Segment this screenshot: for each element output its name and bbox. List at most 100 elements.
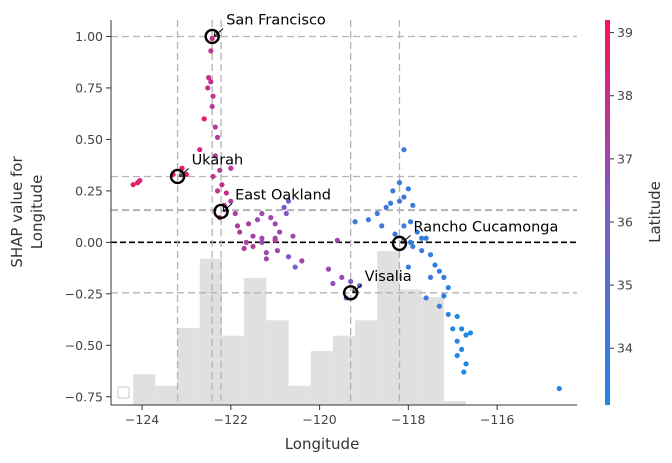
scatter-point	[228, 165, 234, 171]
highlight-ring	[169, 168, 186, 185]
scatter-point	[243, 239, 249, 245]
scatter-points	[130, 35, 562, 392]
scatter-point	[241, 245, 247, 252]
scatter-point	[454, 352, 460, 359]
scatter-point	[454, 313, 460, 320]
histogram-bar	[332, 335, 356, 405]
scatter-point	[467, 330, 474, 336]
scatter-point	[390, 188, 396, 194]
scatter-point	[250, 233, 256, 239]
scatter-point	[283, 210, 289, 217]
scatter-point	[348, 278, 354, 285]
scatter-point	[245, 221, 252, 227]
y-axis-title-line-2: Longitude	[28, 175, 46, 250]
colorbar-title-group: Latitude	[646, 181, 664, 243]
scatter-point	[441, 274, 447, 280]
scatter-point	[201, 116, 207, 122]
colorbar-ticks: 34 35 36 37 38 39	[610, 25, 633, 356]
scatter-point	[330, 280, 336, 287]
scatter-point	[436, 303, 443, 309]
scatter-point	[208, 48, 214, 54]
scatter-point	[210, 93, 216, 99]
scatter-point	[272, 221, 278, 227]
y-tick-label: 0.25	[75, 183, 103, 198]
scatter-point	[405, 186, 411, 192]
scatter-point	[259, 210, 265, 217]
scatter-point	[339, 274, 345, 280]
scatter-point	[419, 235, 425, 241]
scatter-point	[463, 332, 469, 338]
axes	[110, 20, 577, 406]
highlight-ring	[213, 203, 229, 220]
scatter-point	[392, 231, 398, 237]
scatter-point	[405, 264, 411, 270]
annotation-label: Rancho Cucamonga	[413, 219, 558, 235]
scatter-point	[388, 200, 394, 206]
histogram-bar	[244, 277, 267, 405]
scatter-point	[414, 229, 420, 235]
colorbar-tick-label: 35	[617, 278, 633, 293]
annotation-arrow	[180, 168, 189, 176]
histogram-bar	[399, 289, 422, 405]
x-tick-label: −122	[214, 412, 248, 427]
scatter-point	[401, 223, 407, 229]
scatter-point	[219, 182, 225, 188]
scatter-point	[206, 75, 212, 81]
scatter-point	[214, 188, 221, 194]
tick-labels: −124 −122 −120 −118 −116 −0.75 −0.50 −0.25 0.00 0…	[65, 29, 515, 427]
scatter-point	[209, 103, 215, 110]
scatter-point	[228, 198, 234, 204]
highlight-ring	[391, 235, 408, 252]
annotation-arrow	[353, 284, 362, 293]
scatter-point	[427, 252, 434, 258]
colorbar-title: Latitude	[646, 181, 664, 243]
scatter-point	[234, 223, 241, 229]
histogram-bar	[310, 351, 333, 405]
scatter-point	[263, 250, 269, 256]
legend-box	[117, 386, 130, 399]
scatter-point	[423, 295, 429, 301]
annotation-arrowhead	[222, 205, 230, 212]
y-tick-label: 0.00	[75, 235, 103, 250]
annotation-arrow	[223, 203, 233, 211]
histogram	[133, 251, 467, 405]
scatter-point	[459, 326, 465, 332]
scatter-point	[217, 167, 223, 173]
scatter-point	[210, 173, 216, 180]
annotation-label: Ukarah	[192, 152, 244, 168]
scatter-point	[290, 233, 296, 239]
scatter-point	[407, 239, 414, 245]
annotation-label: East Oakland	[235, 187, 331, 203]
scatter-point	[197, 147, 203, 153]
scatter-point	[268, 215, 274, 221]
y-tick-label: −0.25	[65, 286, 103, 301]
scatter-point	[292, 264, 298, 270]
scatter-point	[334, 237, 340, 243]
scatter-point	[407, 219, 414, 225]
annotation-arrowhead	[352, 286, 359, 294]
annotation-arrowhead	[213, 30, 221, 37]
histogram-bar	[266, 320, 289, 405]
scatter-point	[423, 235, 429, 241]
y-axis-title-group: SHAP value for Longitude	[8, 156, 46, 268]
colorbar-tick-label: 38	[617, 88, 633, 103]
histogram-bar	[288, 385, 311, 405]
highlight-ring	[204, 28, 220, 45]
scatter-point	[556, 385, 562, 392]
y-tick-label: 0.75	[75, 80, 103, 95]
scatter-point	[410, 243, 416, 250]
scatter-point	[223, 190, 229, 196]
scatter-point	[379, 223, 385, 229]
annotation-arrowhead	[400, 237, 408, 244]
colorbar-gradient	[605, 20, 610, 405]
y-tick-label: 1.00	[75, 29, 103, 44]
scatter-point	[450, 326, 456, 332]
x-axis-title: Longitude	[285, 435, 360, 453]
y-axis-title-line-1: SHAP value for	[8, 156, 26, 268]
scatter-point	[281, 204, 287, 210]
histogram-bar	[421, 297, 444, 405]
histogram-bar	[199, 258, 222, 405]
scatter-point	[401, 194, 407, 200]
y-tick-label: −0.50	[65, 338, 103, 353]
